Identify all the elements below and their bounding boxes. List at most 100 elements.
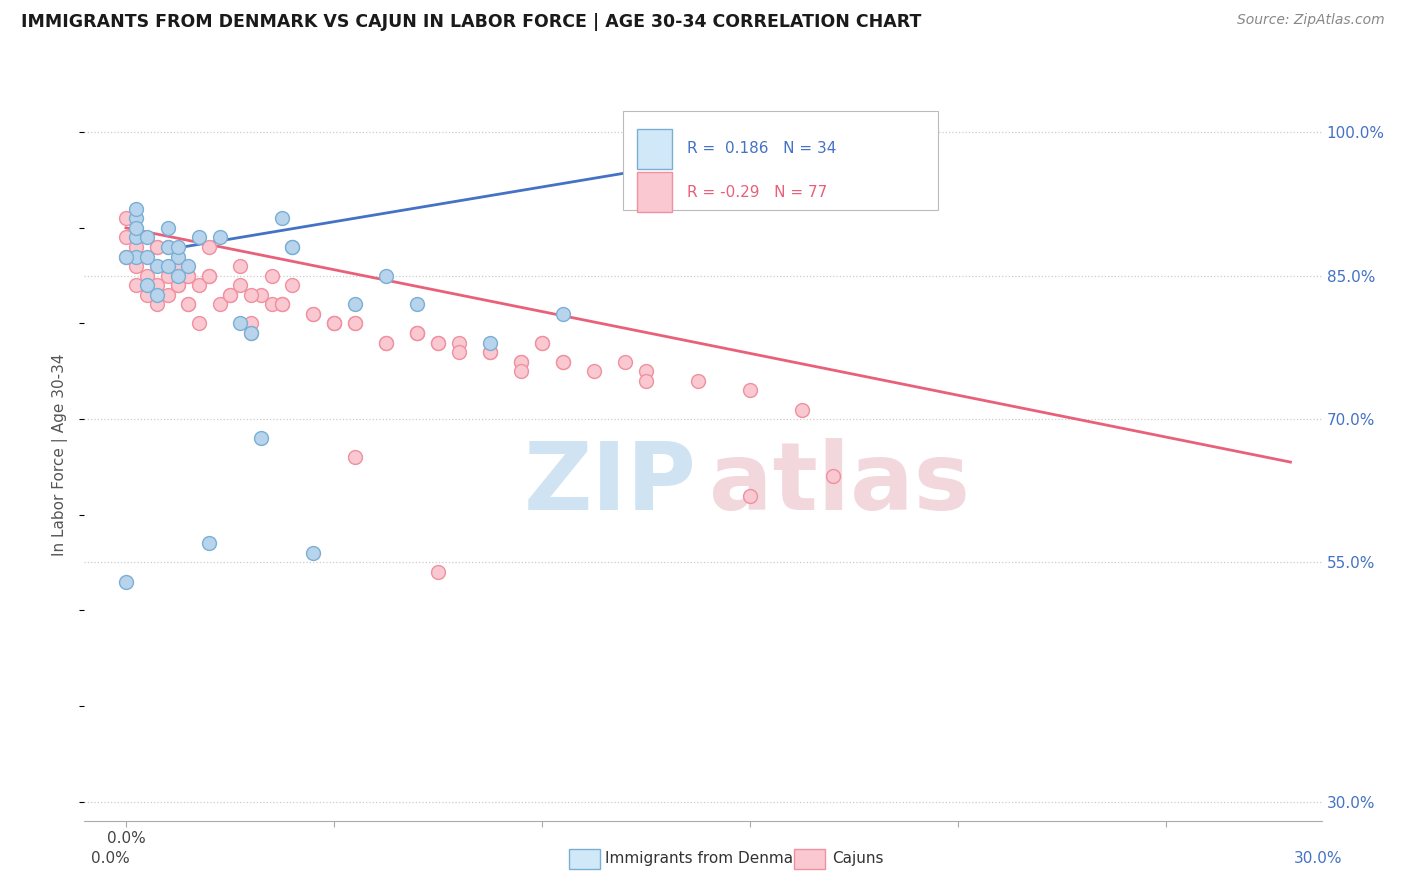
Point (177, 268, 200, 283)
Point (125, 250, 148, 264)
Point (614, 354, 637, 368)
Point (343, 317, 366, 331)
Point (343, 297, 366, 311)
Point (125, 202, 148, 216)
Point (146, 278, 169, 293)
Text: atlas: atlas (709, 438, 970, 530)
Point (146, 297, 169, 311)
Point (343, 450, 366, 465)
Point (198, 268, 221, 283)
Point (229, 317, 252, 331)
Text: ZIP: ZIP (524, 438, 697, 530)
Point (426, 335, 449, 350)
Point (634, 364, 657, 378)
Point (125, 211, 148, 226)
Text: Immigrants from Denmark: Immigrants from Denmark (605, 852, 808, 866)
Point (281, 240, 304, 254)
Text: 0.0%: 0.0% (91, 851, 131, 865)
Point (738, 384, 761, 398)
Point (156, 259, 179, 273)
Point (167, 250, 190, 264)
Point (582, 364, 605, 378)
Point (177, 297, 200, 311)
Point (510, 354, 533, 368)
Text: Cajuns: Cajuns (832, 852, 884, 866)
Point (239, 317, 262, 331)
Point (406, 326, 429, 340)
Point (738, 489, 761, 503)
Point (125, 259, 148, 273)
Point (260, 268, 283, 283)
Point (302, 546, 325, 560)
Text: IMMIGRANTS FROM DENMARK VS CAJUN IN LABOR FORCE | AGE 30-34 CORRELATION CHART: IMMIGRANTS FROM DENMARK VS CAJUN IN LABO… (21, 13, 921, 31)
Point (343, 317, 366, 331)
Point (551, 307, 574, 321)
Point (478, 335, 501, 350)
Point (146, 240, 169, 254)
Point (125, 220, 148, 235)
Point (135, 230, 157, 244)
Text: Source: ZipAtlas.com: Source: ZipAtlas.com (1237, 13, 1385, 28)
Point (115, 230, 138, 244)
Text: R = -0.29   N = 77: R = -0.29 N = 77 (688, 185, 827, 200)
Point (322, 317, 344, 331)
Point (322, 317, 344, 331)
Point (374, 335, 396, 350)
Point (198, 240, 221, 254)
Point (115, 250, 138, 264)
FancyBboxPatch shape (637, 128, 672, 169)
Point (447, 345, 470, 359)
Point (187, 230, 209, 244)
Point (686, 374, 709, 388)
Point (478, 345, 501, 359)
Point (167, 240, 190, 254)
Point (198, 268, 221, 283)
Point (271, 297, 294, 311)
Point (322, 317, 344, 331)
Point (478, 345, 501, 359)
Point (198, 536, 221, 550)
Point (125, 240, 148, 254)
Point (281, 240, 304, 254)
Point (260, 297, 283, 311)
Point (208, 230, 231, 244)
Point (146, 240, 169, 254)
FancyBboxPatch shape (637, 172, 672, 212)
Point (156, 287, 179, 301)
Point (530, 335, 553, 350)
Point (156, 268, 179, 283)
Point (167, 259, 190, 273)
Y-axis label: In Labor Force | Age 30-34: In Labor Force | Age 30-34 (52, 353, 69, 557)
Text: R =  0.186   N = 34: R = 0.186 N = 34 (688, 141, 837, 156)
Point (187, 278, 209, 293)
Point (271, 211, 294, 226)
Point (530, 335, 553, 350)
Point (239, 287, 262, 301)
Point (156, 240, 179, 254)
Point (239, 326, 262, 340)
Point (167, 278, 190, 293)
Point (219, 287, 242, 301)
Point (135, 250, 157, 264)
Point (510, 354, 533, 368)
Point (406, 297, 429, 311)
Point (187, 317, 209, 331)
Point (302, 307, 325, 321)
Point (115, 250, 138, 264)
Point (250, 431, 273, 445)
Point (177, 268, 200, 283)
Point (115, 211, 138, 226)
Point (551, 354, 574, 368)
FancyBboxPatch shape (623, 112, 938, 210)
Point (135, 287, 157, 301)
Point (406, 326, 429, 340)
Point (125, 278, 148, 293)
Point (146, 259, 169, 273)
Point (239, 326, 262, 340)
Point (551, 354, 574, 368)
Point (177, 259, 200, 273)
Point (229, 259, 252, 273)
Point (374, 268, 396, 283)
Point (219, 287, 242, 301)
Point (510, 364, 533, 378)
